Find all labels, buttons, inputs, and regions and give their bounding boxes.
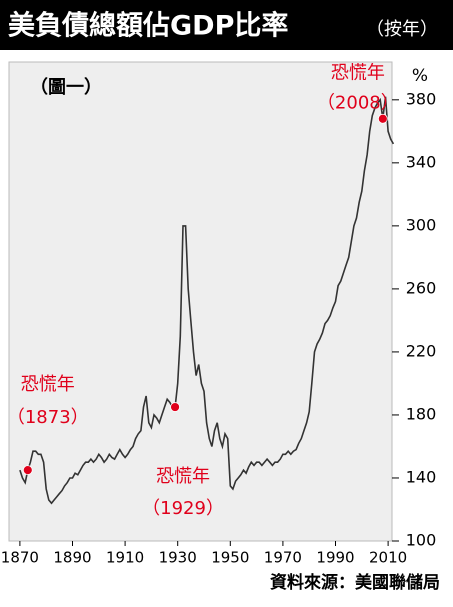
y-tick-label: 140: [406, 467, 437, 486]
y-tick-label: 220: [406, 341, 437, 360]
x-tick-label: 1970: [264, 549, 302, 567]
y-tick-label: 300: [406, 215, 437, 234]
annotation-dot: [170, 402, 180, 412]
x-tick-label: 2010: [369, 549, 407, 567]
x-tick-label: 1910: [106, 549, 144, 567]
source: 資料來源：美國聯儲局: [270, 572, 440, 593]
x-tick-label: 1870: [1, 549, 39, 567]
series-line: [19, 96, 395, 505]
x-tick-label: 1890: [53, 549, 91, 567]
header-bar: [0, 0, 453, 50]
figure-label: （圖一）: [30, 77, 102, 98]
y-tick-label: 260: [406, 278, 437, 297]
annotation-dot: [377, 113, 388, 124]
x-tick-label: 1950: [211, 549, 249, 567]
annotation-label: 恐慌年: [156, 466, 210, 487]
plot-area: [8, 61, 393, 542]
y-tick-label: 340: [406, 152, 437, 171]
chart-subtitle: （按年）: [366, 19, 438, 40]
annotation-year: （1873）: [7, 407, 89, 428]
annotation-dot: [22, 465, 33, 475]
y-tick-label: 380: [406, 89, 437, 108]
chart-title: 美負債總額佔GDP比率: [8, 10, 288, 42]
annotation-label: 恐慌年: [21, 374, 75, 395]
annotation-year: （1929）: [142, 498, 224, 519]
unit-label: %: [412, 66, 428, 86]
y-tick-label: 100: [406, 531, 437, 550]
x-tick-label: 1990: [316, 549, 354, 567]
annotation-year: （2008）: [317, 93, 399, 114]
x-tick-label: 1930: [159, 549, 197, 567]
y-tick-label: 180: [406, 404, 437, 423]
annotation-label: 恐慌年: [331, 63, 385, 84]
